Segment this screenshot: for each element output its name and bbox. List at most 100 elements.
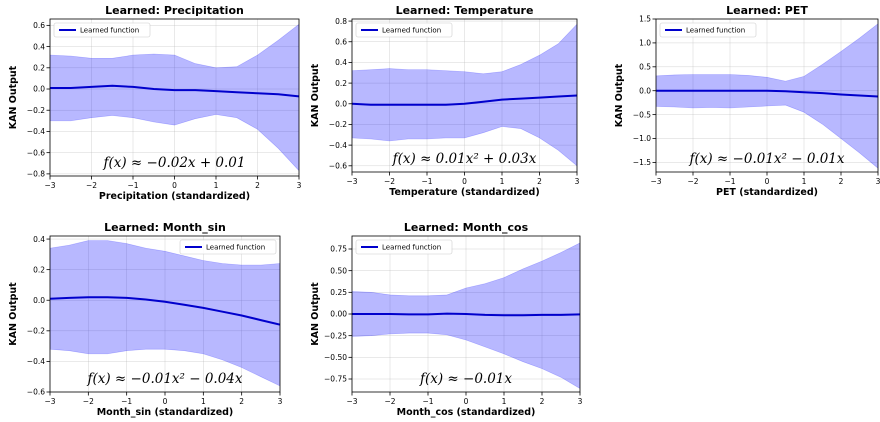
legend: Learned function <box>53 22 151 38</box>
y-tick-label: 0.6 <box>335 37 347 46</box>
y-tick-label: 0.2 <box>33 265 45 274</box>
chart-panel: −3 −2 −1 0 1 2 3 −0.75 −0.50 −0.25 0.00 0.25 0.50 0.7… <box>310 221 583 418</box>
learned-function-line <box>352 94 577 106</box>
formula-annotation: f(x) ≈ 0.01x² + 0.03x <box>392 151 537 167</box>
y-tick-label: −0.5 <box>633 110 651 119</box>
y-tick-label: −0.25 <box>324 331 347 340</box>
y-tick-label: 0.00 <box>330 310 347 319</box>
legend-label: Learned function <box>206 244 265 252</box>
legend-label: Learned function <box>80 27 139 35</box>
x-tick-label: −2 <box>83 397 94 406</box>
x-tick-label: 3 <box>575 177 580 186</box>
y-tick-label: −0.6 <box>27 148 45 157</box>
legend: Learned function <box>179 239 277 255</box>
legend: Learned function <box>659 22 757 38</box>
chart-title: Learned: Precipitation <box>105 4 244 17</box>
y-tick-label: −0.4 <box>329 141 347 150</box>
formula-annotation: f(x) ≈ −0.01x² − 0.01x <box>689 151 845 167</box>
x-tick-label: 1 <box>502 397 507 406</box>
x-axis-label: Precipitation (standardized) <box>99 191 250 202</box>
x-tick-label: −2 <box>384 397 395 406</box>
learned-function-line <box>50 84 299 98</box>
chart-title: Learned: Temperature <box>396 4 534 17</box>
x-tick-label: −2 <box>86 181 97 190</box>
chart-title: Learned: Month_sin <box>104 221 226 234</box>
x-tick-label: 2 <box>255 181 260 190</box>
y-tick-label: 0.4 <box>335 58 347 67</box>
y-tick-label: −1.0 <box>633 134 651 143</box>
y-tick-label: −0.50 <box>324 353 347 362</box>
y-tick-label: −0.6 <box>329 161 347 170</box>
x-axis-label: Temperature (standardized) <box>389 187 539 198</box>
chart-title: Learned: Month_cos <box>404 221 529 234</box>
chart-panel: −3 −2 −1 0 1 2 3 −1.5 −1.0 −0.5 0.0 0.5 1.0 1.5 Learne… <box>614 4 880 198</box>
x-tick-label: −1 <box>421 177 432 186</box>
y-tick-label: 0.8 <box>335 17 347 26</box>
y-axis-label: KAN Output <box>614 63 625 127</box>
chart-panel: −3 −2 −1 0 1 2 3 −0.6 −0.4 −0.2 0.0 0.2 0.4 0.6 0.8 Lea… <box>310 4 580 198</box>
y-axis-label: KAN Output <box>8 65 19 129</box>
formula-annotation: f(x) ≈ −0.02x + 0.01 <box>103 155 246 171</box>
x-tick-label: 2 <box>239 397 244 406</box>
x-tick-label: −3 <box>44 181 55 190</box>
x-tick-label: 3 <box>578 397 583 406</box>
y-tick-label: −0.6 <box>27 388 45 397</box>
learned-function-line <box>656 89 878 98</box>
x-tick-label: 0 <box>163 397 168 406</box>
x-tick-label: −1 <box>724 177 735 186</box>
legend: Learned function <box>355 22 453 38</box>
x-tick-label: 2 <box>839 177 844 186</box>
y-tick-label: 0.2 <box>335 79 347 88</box>
y-tick-label: −1.5 <box>633 158 651 167</box>
y-tick-label: 1.5 <box>639 15 651 24</box>
x-tick-label: 1 <box>214 181 219 190</box>
y-tick-label: −0.4 <box>27 127 45 136</box>
y-tick-label: −0.75 <box>324 375 347 384</box>
x-tick-label: −3 <box>44 397 55 406</box>
formula-annotation: f(x) ≈ −0.01x <box>419 371 512 387</box>
x-tick-label: −1 <box>422 397 433 406</box>
y-tick-label: −0.2 <box>27 106 45 115</box>
y-axis-label: KAN Output <box>310 63 321 127</box>
y-tick-label: 1.0 <box>639 39 651 48</box>
confidence-band <box>352 242 580 389</box>
formula-annotation: f(x) ≈ −0.01x² − 0.04x <box>87 371 243 387</box>
chart-title: Learned: PET <box>726 4 808 17</box>
x-tick-label: −3 <box>346 177 357 186</box>
y-axis-label: KAN Output <box>310 282 321 346</box>
legend: Learned function <box>355 239 453 255</box>
legend-label: Learned function <box>382 27 441 35</box>
y-tick-label: 0.50 <box>330 266 347 275</box>
x-tick-label: 2 <box>540 397 545 406</box>
y-tick-label: 0.25 <box>330 288 347 297</box>
chart-panel: −3 −2 −1 0 1 2 3 −0.6 −0.4 −0.2 0.0 0.2 0.4 Learned: … <box>8 221 283 418</box>
y-tick-label: −0.8 <box>27 170 45 179</box>
x-tick-label: 0 <box>172 181 177 190</box>
y-tick-label: 0.4 <box>33 42 45 51</box>
y-axis-label: KAN Output <box>8 282 19 346</box>
x-tick-label: 3 <box>278 397 283 406</box>
y-tick-label: −0.4 <box>27 357 45 366</box>
y-tick-label: −0.2 <box>27 327 45 336</box>
chart-panel: −3 −2 −1 0 1 2 3 −0.8 −0.6 −0.4 −0.2 0.0 0.2 0.4 0.6 Le… <box>8 4 302 202</box>
x-tick-label: −3 <box>346 397 357 406</box>
learned-function-line <box>352 312 580 317</box>
y-tick-label: 0.0 <box>335 99 347 108</box>
y-tick-label: 0.0 <box>33 296 45 305</box>
y-tick-label: 0.5 <box>639 63 651 72</box>
x-tick-label: −3 <box>650 177 661 186</box>
legend-label: Learned function <box>382 244 441 252</box>
legend-label: Learned function <box>686 27 745 35</box>
confidence-band <box>656 23 878 169</box>
x-tick-label: 2 <box>537 177 542 186</box>
x-tick-label: 0 <box>462 177 467 186</box>
x-tick-label: 3 <box>876 177 880 186</box>
x-tick-label: 3 <box>297 181 302 190</box>
y-tick-label: 0.6 <box>33 21 45 30</box>
x-tick-label: −2 <box>687 177 698 186</box>
x-tick-label: 1 <box>500 177 505 186</box>
x-tick-label: 0 <box>464 397 469 406</box>
x-tick-label: −1 <box>127 181 138 190</box>
x-axis-label: Month_cos (standardized) <box>397 407 536 418</box>
